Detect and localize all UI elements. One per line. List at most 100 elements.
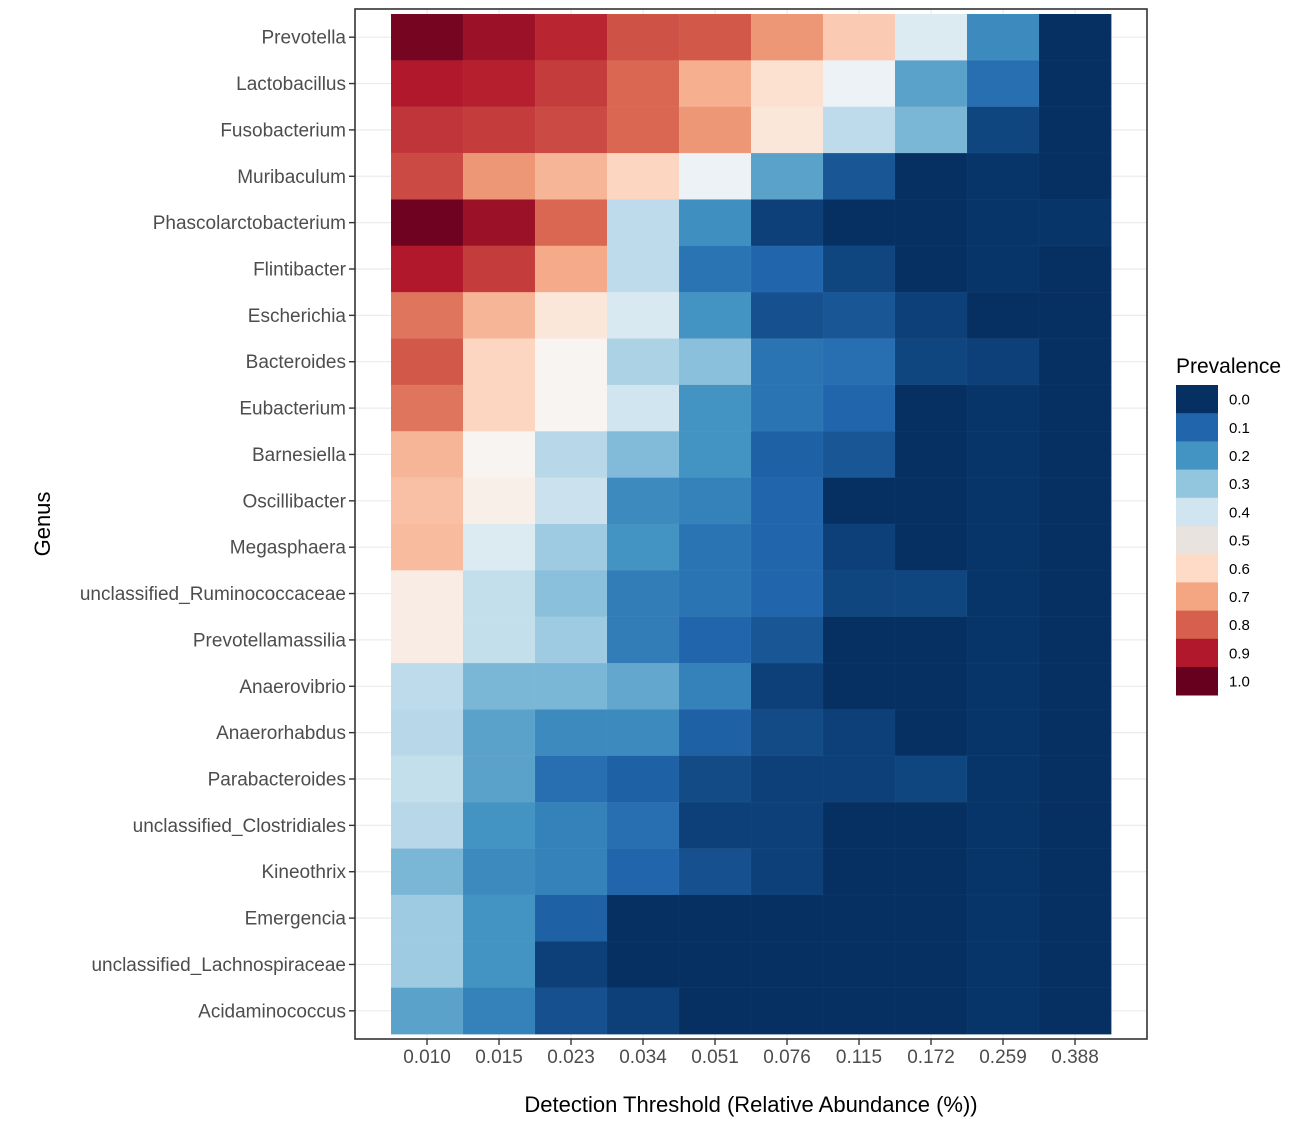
heatmap-cell	[822, 291, 896, 340]
heatmap-cell	[822, 477, 896, 525]
heatmap-cell	[462, 13, 536, 62]
legend-label: 1.0	[1229, 674, 1250, 691]
legend-key	[1176, 497, 1218, 527]
heatmap-cell	[534, 755, 608, 803]
heatmap-cell	[462, 662, 536, 711]
y-tick-label: Lactobacillus	[236, 74, 346, 95]
heatmap-cell	[750, 431, 824, 479]
heatmap-cell	[822, 431, 896, 479]
heatmap-cell	[534, 662, 608, 711]
heatmap-cell	[750, 570, 824, 618]
legend-key	[1176, 385, 1218, 414]
heatmap-cell	[678, 199, 752, 247]
heatmap-cell	[390, 245, 464, 293]
heatmap-cell	[822, 894, 896, 942]
heatmap-cell	[534, 152, 608, 201]
heatmap-cell	[1038, 755, 1112, 803]
heatmap-cell	[966, 801, 1040, 850]
heatmap-cell	[534, 941, 608, 989]
heatmap-cell	[534, 523, 608, 572]
heatmap-cell	[966, 106, 1040, 154]
panel-border	[354, 8, 1148, 1040]
y-tick-label: Eubacterium	[239, 399, 346, 420]
heatmap-cell	[822, 941, 896, 989]
heatmap-cell	[822, 616, 896, 664]
x-tick-label: 0.023	[547, 1047, 595, 1068]
heatmap-cell	[1038, 987, 1112, 1035]
heatmap-cell	[822, 662, 896, 711]
legend: Prevalence 0.0 0.1 0.2 0.3 0.4 0.5 0.6 0.7 0.8 0.…	[1176, 355, 1281, 696]
heatmap-cell	[750, 338, 824, 386]
heatmap-cell	[390, 616, 464, 664]
heatmap-cell	[606, 199, 680, 247]
heatmap-cell	[462, 570, 536, 618]
heatmap-cell	[606, 291, 680, 340]
heatmap-cell	[894, 987, 968, 1035]
heatmap-cell	[462, 616, 536, 664]
heatmap-cell	[894, 755, 968, 803]
heatmap-cell	[966, 616, 1040, 664]
heatmap-cell	[534, 60, 608, 108]
heatmap-cell	[822, 523, 896, 572]
y-tick-label: unclassified_Ruminococcaceae	[80, 584, 346, 605]
heatmap-cell	[390, 199, 464, 247]
heatmap-cell	[462, 338, 536, 386]
x-tick-label: 0.388	[1051, 1047, 1099, 1068]
heatmap-cell	[462, 755, 536, 803]
heatmap-cell	[678, 384, 752, 432]
heatmap-cell	[966, 662, 1040, 711]
heatmap-cell	[750, 106, 824, 154]
heatmap-cell	[462, 245, 536, 293]
heatmap-cell	[390, 801, 464, 850]
heatmap-cell	[390, 13, 464, 62]
heatmap-cell	[894, 199, 968, 247]
heatmap-cell	[966, 894, 1040, 942]
heatmap-cell	[390, 848, 464, 896]
heatmap-cell	[534, 894, 608, 942]
heatmap-cell	[678, 801, 752, 850]
heatmap-cell	[750, 894, 824, 942]
heatmap-cell	[534, 709, 608, 757]
heatmap-cell	[750, 709, 824, 757]
heatmap-cell	[390, 709, 464, 757]
heatmap-cell	[894, 152, 968, 201]
heatmap-cell	[966, 384, 1040, 432]
heatmap-cell	[534, 848, 608, 896]
heatmap-cell	[822, 755, 896, 803]
heatmap-cell	[894, 245, 968, 293]
heatmap-cells	[390, 13, 1112, 1035]
heatmap-cell	[390, 106, 464, 154]
legend-key	[1176, 441, 1218, 470]
x-axis: 0.010 0.015 0.023 0.034 0.051 0.076 0.115 0.172…	[403, 1039, 1099, 1068]
legend-label: 0.2	[1229, 448, 1250, 465]
y-tick-label: Emergencia	[245, 909, 347, 930]
heatmap-cell	[390, 291, 464, 340]
heatmap-cell	[750, 662, 824, 711]
legend-label: 0.3	[1229, 476, 1250, 493]
heatmap-cell	[462, 199, 536, 247]
heatmap-cell	[822, 987, 896, 1035]
heatmap-cell	[462, 894, 536, 942]
heatmap-cell	[462, 941, 536, 989]
heatmap-cell	[894, 338, 968, 386]
legend-label: 0.0	[1229, 392, 1250, 409]
heatmap-cell	[1038, 152, 1112, 201]
heatmap-cell	[678, 291, 752, 340]
legend-label: 0.5	[1229, 533, 1250, 550]
heatmap-cell	[894, 291, 968, 340]
x-tick-label: 0.172	[907, 1047, 955, 1068]
heatmap-cell	[462, 801, 536, 850]
heatmap-cell	[606, 338, 680, 386]
y-axis-title: Genus	[30, 492, 55, 557]
heatmap-cell	[894, 523, 968, 572]
heatmap-cell	[750, 801, 824, 850]
heatmap-cell	[606, 13, 680, 62]
legend-key	[1176, 667, 1218, 696]
x-tick-label: 0.010	[403, 1047, 451, 1068]
heatmap-cell	[822, 570, 896, 618]
heatmap-cell	[894, 662, 968, 711]
heatmap-cell	[462, 987, 536, 1035]
heatmap-cell	[606, 894, 680, 942]
heatmap-cell	[1038, 848, 1112, 896]
